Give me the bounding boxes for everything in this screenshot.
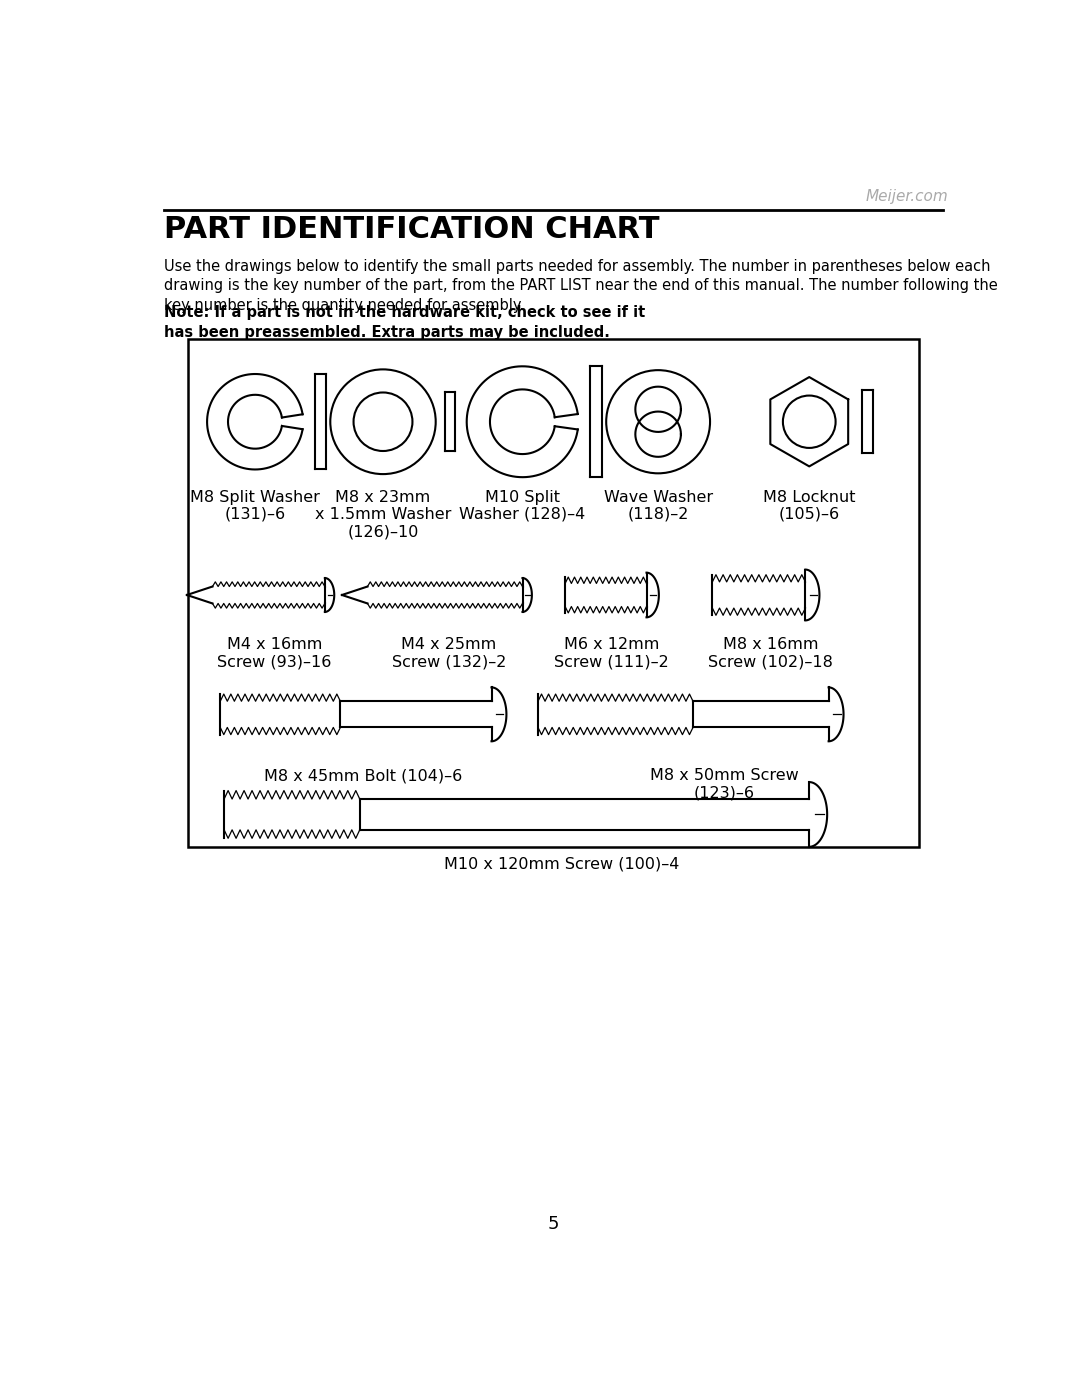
Text: Wave Washer
(118)–2: Wave Washer (118)–2	[604, 489, 713, 522]
Text: M6 x 12mm
Screw (111)–2: M6 x 12mm Screw (111)–2	[554, 637, 669, 669]
Text: M8 x 23mm
x 1.5mm Washer
(126)–10: M8 x 23mm x 1.5mm Washer (126)–10	[314, 489, 451, 539]
Text: M8 x 50mm Screw
(123)–6: M8 x 50mm Screw (123)–6	[650, 768, 798, 800]
Text: Note: If a part is not in the hardware kit, check to see if it
has been preassem: Note: If a part is not in the hardware k…	[164, 305, 646, 339]
Text: M10 x 120mm Screw (100)–4: M10 x 120mm Screw (100)–4	[444, 856, 679, 872]
Text: M4 x 16mm
Screw (93)–16: M4 x 16mm Screw (93)–16	[217, 637, 332, 669]
Text: M8 x 16mm
Screw (102)–18: M8 x 16mm Screw (102)–18	[708, 637, 833, 669]
Text: Use the drawings below to identify the small parts needed for assembly. The numb: Use the drawings below to identify the s…	[164, 258, 998, 313]
Text: M8 Split Washer
(131)–6: M8 Split Washer (131)–6	[190, 489, 320, 522]
Text: Meijer.com: Meijer.com	[866, 189, 948, 204]
Text: 5: 5	[548, 1215, 559, 1232]
Text: M4 x 25mm
Screw (132)–2: M4 x 25mm Screw (132)–2	[392, 637, 507, 669]
Bar	[188, 338, 919, 847]
Text: M8 x 45mm Bolt (104)–6: M8 x 45mm Bolt (104)–6	[265, 768, 462, 784]
Text: M8 Locknut
(105)–6: M8 Locknut (105)–6	[762, 489, 855, 522]
Text: PART IDENTIFICATION CHART: PART IDENTIFICATION CHART	[164, 215, 660, 244]
Text: M10 Split
Washer (128)–4: M10 Split Washer (128)–4	[459, 489, 585, 522]
